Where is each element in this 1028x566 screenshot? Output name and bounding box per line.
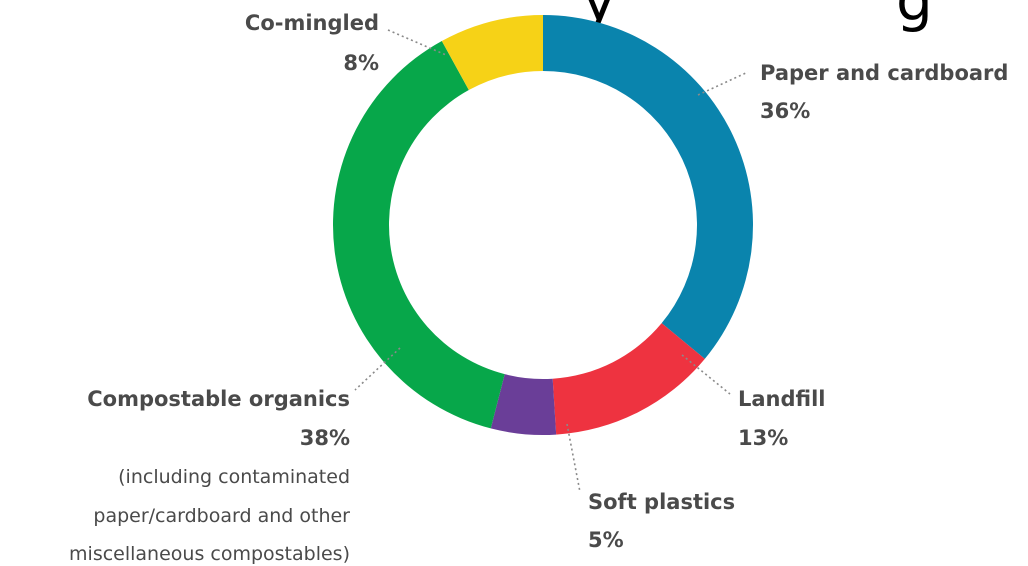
leader-soft-plastics xyxy=(566,423,581,493)
leader-paper-and-cardboard xyxy=(697,71,749,96)
slice-paper-and-cardboard xyxy=(543,15,754,359)
slice-label-co-mingled: Co-mingled xyxy=(245,11,379,35)
slice-label-landfill: Landfill xyxy=(738,387,826,411)
slice-note-line-1: (including contaminated xyxy=(118,466,350,488)
leader-landfill xyxy=(681,354,731,395)
slice-value-compostable-organics: 38% xyxy=(300,426,350,450)
slice-label-soft-plastics: Soft plastics xyxy=(588,490,735,514)
slice-value-landfill: 13% xyxy=(738,426,788,450)
slice-compostable-organics xyxy=(332,40,505,429)
slice-value-co-mingled: 8% xyxy=(343,51,379,75)
slice-note-line-2: paper/cardboard and other xyxy=(93,505,350,527)
slice-co-mingled xyxy=(441,15,543,91)
slice-soft-plastics xyxy=(490,374,557,435)
slice-note-line-3: miscellaneous compostables) xyxy=(69,543,350,565)
slice-label-compostable-organics: Compostable organics xyxy=(87,387,350,411)
leader-co-mingled xyxy=(387,29,447,56)
slice-value-soft-plastics: 5% xyxy=(588,528,624,552)
leader-lines xyxy=(354,29,749,493)
leader-compostable-organics xyxy=(354,347,401,391)
title-fragment-right: g xyxy=(896,0,933,34)
slice-landfill xyxy=(552,323,705,435)
donut-slices xyxy=(332,15,754,435)
slice-value-paper-and-cardboard: 36% xyxy=(760,99,810,123)
slice-label-paper-and-cardboard: Paper and cardboard xyxy=(760,61,1008,85)
